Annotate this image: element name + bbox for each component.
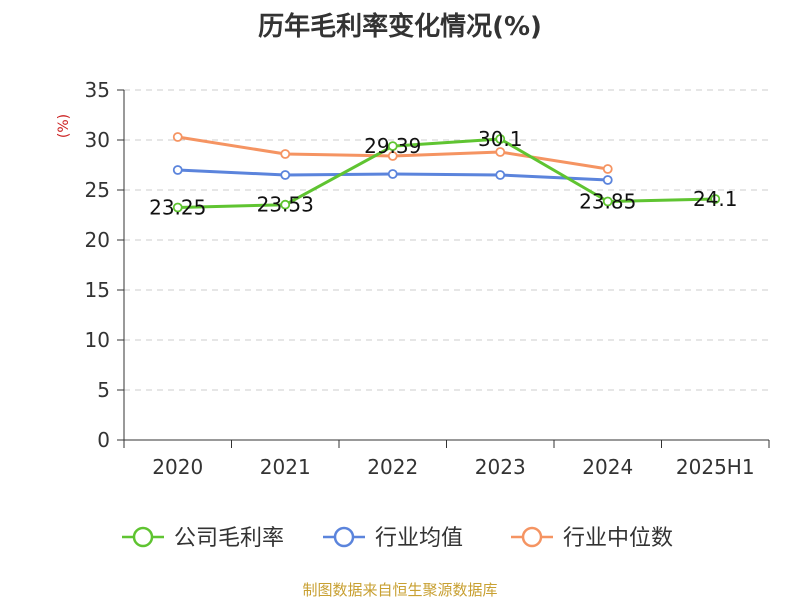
data-label: 23.25 — [149, 196, 206, 220]
y-tick-label: 15 — [85, 278, 110, 302]
y-axis-label: (%) — [56, 114, 72, 138]
legend[interactable]: 公司毛利率 行业均值 行业中位数 — [122, 526, 673, 551]
legend-marker — [132, 526, 154, 548]
data-point — [602, 196, 613, 207]
chart-title: 历年毛利率变化情况(%) — [258, 12, 542, 42]
x-tick-label: 2022 — [367, 455, 418, 479]
data-label: 29.39 — [364, 134, 421, 158]
data-label: 23.85 — [579, 190, 636, 214]
y-tick-label: 20 — [85, 228, 110, 252]
data-label: 23.53 — [257, 193, 314, 217]
data-point — [602, 164, 613, 174]
data-point — [495, 147, 506, 157]
y-tick-label: 0 — [97, 428, 110, 452]
x-tick-label: 2024 — [582, 455, 633, 479]
legend-label: 行业均值 — [375, 526, 463, 551]
legend-marker — [333, 526, 355, 548]
data-point — [710, 194, 721, 204]
source-note: 制图数据来自恒生聚源数据库 — [302, 581, 498, 599]
legend-item[interactable]: 行业中位数 — [511, 526, 673, 551]
gridlines — [124, 89, 769, 391]
series-lines — [172, 132, 721, 213]
data-label: 30.1 — [478, 127, 523, 151]
series-line — [177, 137, 716, 209]
legend-label: 行业中位数 — [563, 526, 673, 551]
data-point — [172, 202, 183, 213]
legend-item[interactable]: 公司毛利率 — [122, 526, 284, 551]
data-point — [280, 149, 291, 159]
legend-label: 公司毛利率 — [174, 526, 284, 551]
x-tick-label: 2020 — [152, 455, 203, 479]
x-tick-label: 2023 — [475, 455, 526, 479]
data-point — [387, 151, 398, 161]
y-tick-label: 35 — [85, 78, 110, 102]
data-point — [387, 169, 398, 179]
data-labels: 23.25 23.53 29.39 30.1 23.85 24.1 — [149, 127, 737, 220]
x-tick-label: 2025H1 — [676, 455, 755, 479]
y-tick-label: 5 — [97, 378, 110, 402]
data-point — [495, 170, 506, 180]
y-tick-label: 25 — [85, 178, 110, 202]
y-tick-label: 10 — [85, 328, 110, 352]
y-tick-label: 30 — [85, 128, 110, 152]
data-point — [495, 134, 506, 144]
data-point — [172, 165, 183, 175]
data-point — [602, 175, 613, 185]
data-point — [280, 170, 291, 180]
data-point — [280, 199, 291, 210]
data-label: 24.1 — [693, 187, 738, 211]
data-point — [172, 132, 183, 142]
legend-marker — [521, 526, 543, 548]
x-tick-label: 2021 — [260, 455, 311, 479]
axes: 0 5 10 15 20 25 30 35 2020 2021 2022 2023 2024 2025H1… — [56, 78, 770, 479]
legend-item[interactable]: 行业均值 — [323, 526, 463, 551]
data-point — [387, 141, 398, 152]
